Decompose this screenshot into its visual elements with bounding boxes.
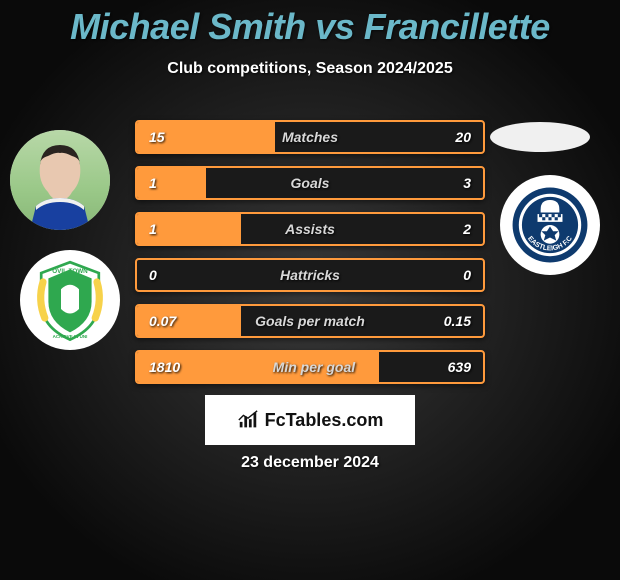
stat-left-value: 0: [137, 267, 169, 283]
player-left-avatar: [10, 130, 110, 230]
stat-right-value: 3: [451, 175, 483, 191]
stat-row: 15Matches20: [135, 120, 485, 154]
svg-text:ACHIEVE IN UNI: ACHIEVE IN UNI: [53, 334, 88, 339]
stat-row: 0Hattricks0: [135, 258, 485, 292]
page-title: Michael Smith vs Francillette: [0, 0, 620, 48]
footer-brand-badge[interactable]: FcTables.com: [205, 395, 415, 445]
stat-right-value: 0: [451, 267, 483, 283]
stat-label: Min per goal: [192, 359, 435, 375]
svg-text:OVIL TOWN: OVIL TOWN: [52, 268, 88, 275]
stat-right-value: 0.15: [432, 313, 483, 329]
stat-label: Matches: [177, 129, 444, 145]
stats-table: 15Matches201Goals31Assists20Hattricks00.…: [135, 120, 485, 396]
team-right-crest: EASTLEIGH F.C: [500, 175, 600, 275]
stat-label: Goals per match: [188, 313, 432, 329]
page-subtitle: Club competitions, Season 2024/2025: [0, 60, 620, 78]
stat-left-value: 15: [137, 129, 177, 145]
stat-row: 1Goals3: [135, 166, 485, 200]
stat-right-value: 639: [436, 359, 483, 375]
team-left-crest: OVIL TOWN ACHIEVE IN UNI: [20, 250, 120, 350]
chart-icon: [237, 409, 259, 431]
stat-left-value: 0.07: [137, 313, 188, 329]
player-right-avatar: [490, 122, 590, 152]
stat-left-value: 1: [137, 221, 169, 237]
stat-row: 1Assists2: [135, 212, 485, 246]
footer-date: 23 december 2024: [0, 454, 620, 472]
stat-left-value: 1: [137, 175, 169, 191]
stat-row: 1810Min per goal639: [135, 350, 485, 384]
stat-label: Hattricks: [169, 267, 451, 283]
stat-right-value: 2: [451, 221, 483, 237]
stat-label: Goals: [169, 175, 451, 191]
stat-right-value: 20: [443, 129, 483, 145]
stat-row: 0.07Goals per match0.15: [135, 304, 485, 338]
stat-label: Assists: [169, 221, 451, 237]
footer-brand-label: FcTables.com: [265, 410, 384, 431]
stat-left-value: 1810: [137, 359, 192, 375]
